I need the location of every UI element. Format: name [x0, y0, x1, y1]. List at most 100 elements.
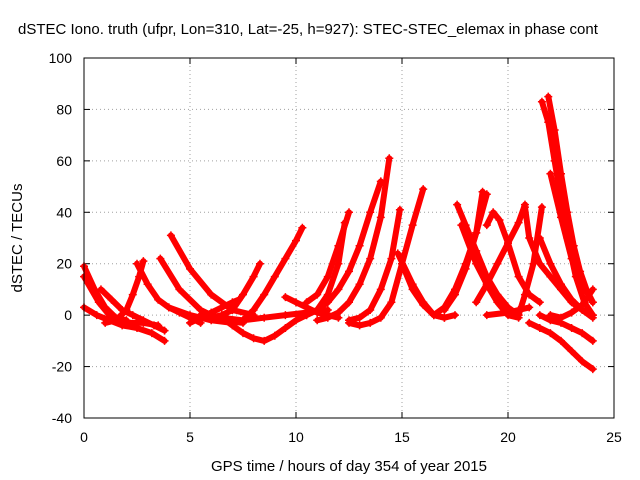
series-track — [514, 203, 546, 320]
data-point-marker — [255, 259, 264, 268]
data-point-marker — [514, 218, 523, 227]
x-tick-label: 20 — [500, 429, 516, 445]
data-point-marker — [461, 264, 470, 273]
data-point-marker — [537, 203, 546, 212]
chart-title: dSTEC Iono. truth (ufpr, Lon=310, Lat=-2… — [18, 21, 599, 38]
data-point-marker — [563, 208, 572, 217]
x-tick-label: 10 — [288, 429, 304, 445]
series-track — [440, 187, 487, 314]
data-point-marker — [196, 313, 205, 322]
data-point-marker — [270, 331, 279, 340]
data-point-marker — [92, 311, 101, 320]
data-point-marker — [160, 336, 169, 345]
data-point-marker — [546, 311, 555, 320]
data-point-marker — [133, 259, 141, 268]
data-point-marker — [323, 313, 332, 322]
data-point-marker — [588, 336, 597, 345]
data-point-marker — [334, 308, 343, 317]
data-point-marker — [355, 321, 364, 330]
data-point-marker — [557, 280, 565, 289]
data-point-marker — [546, 329, 555, 338]
data-point-marker — [207, 290, 216, 299]
series-track — [166, 231, 258, 320]
data-point-marker — [217, 303, 226, 312]
series-track — [525, 318, 597, 374]
data-point-marker — [249, 272, 258, 281]
data-point-marker — [376, 213, 385, 222]
data-point-marker — [239, 290, 247, 299]
data-point-marker — [537, 97, 546, 106]
data-point-marker — [186, 311, 194, 320]
data-point-marker — [385, 154, 394, 163]
data-point-marker — [535, 298, 544, 307]
series-track — [546, 285, 597, 322]
data-point-marker — [535, 234, 544, 242]
series-line — [483, 304, 533, 319]
data-point-marker — [557, 213, 565, 222]
data-point-marker — [550, 126, 559, 134]
series-track — [313, 154, 394, 325]
series-layer — [80, 92, 597, 374]
data-point-marker — [567, 347, 576, 356]
data-point-marker — [345, 208, 353, 217]
series-track — [313, 218, 349, 314]
y-tick-label: 80 — [56, 101, 72, 117]
data-point-marker — [557, 336, 565, 345]
data-point-marker — [482, 221, 491, 230]
data-point-marker — [557, 169, 565, 178]
data-point-marker — [154, 295, 163, 304]
data-point-marker — [186, 318, 194, 327]
data-point-marker — [260, 313, 269, 322]
data-point-marker — [544, 92, 553, 101]
data-point-marker — [207, 313, 216, 322]
data-point-marker — [124, 318, 133, 327]
data-point-marker — [567, 254, 576, 263]
data-point-marker — [535, 311, 544, 320]
data-point-marker — [546, 169, 555, 178]
data-point-marker — [107, 295, 116, 304]
data-point-marker — [260, 336, 269, 345]
data-point-marker — [535, 324, 544, 332]
data-point-marker — [281, 311, 290, 320]
data-point-marker — [588, 298, 597, 307]
series-track — [239, 223, 307, 325]
data-point-marker — [567, 324, 576, 332]
y-tick-label: -40 — [52, 410, 72, 426]
data-point-marker — [493, 259, 502, 268]
series-track — [345, 205, 404, 325]
data-point-marker — [493, 298, 502, 307]
series-line — [314, 155, 393, 324]
data-point-marker — [408, 221, 417, 230]
series-track — [482, 303, 534, 320]
data-point-marker — [489, 208, 498, 217]
data-point-marker — [111, 316, 120, 325]
data-point-marker — [451, 290, 459, 299]
data-point-marker — [355, 241, 364, 250]
data-point-marker — [340, 218, 349, 227]
data-point-marker — [472, 259, 481, 268]
data-point-marker — [520, 203, 529, 212]
data-point-marker — [495, 216, 504, 224]
data-point-marker — [366, 208, 375, 217]
y-axis-title: dSTEC / TECUs — [9, 184, 26, 293]
series-track — [546, 169, 597, 307]
data-point-marker — [345, 298, 353, 307]
data-point-marker — [376, 285, 385, 294]
y-tick-labels: -40 -20 0 20 40 60 80 100 — [49, 50, 73, 426]
series-line — [167, 232, 257, 319]
data-point-marker — [128, 290, 137, 299]
series-line — [346, 186, 427, 329]
data-point-marker — [588, 365, 597, 374]
data-point-marker — [387, 298, 396, 307]
y-tick-label: -20 — [52, 359, 72, 375]
data-point-marker — [270, 272, 279, 281]
data-point-marker — [128, 311, 137, 320]
data-point-marker — [578, 357, 587, 366]
data-point-marker — [292, 316, 300, 325]
data-point-marker — [281, 324, 290, 332]
series-track — [96, 285, 169, 335]
data-point-marker — [366, 318, 375, 327]
data-point-marker — [567, 308, 576, 317]
data-point-marker — [525, 303, 534, 312]
